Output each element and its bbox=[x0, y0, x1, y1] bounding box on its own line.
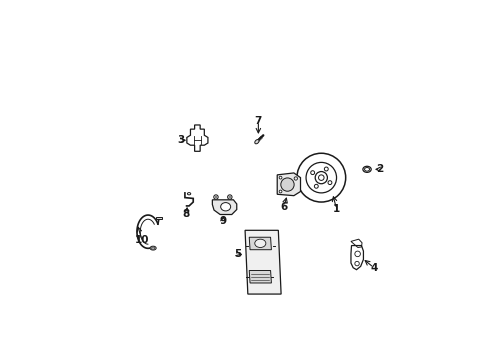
Circle shape bbox=[354, 251, 360, 257]
Ellipse shape bbox=[254, 140, 259, 144]
Text: 3: 3 bbox=[177, 135, 184, 145]
Polygon shape bbox=[277, 173, 300, 195]
Circle shape bbox=[354, 261, 359, 266]
Circle shape bbox=[280, 178, 293, 191]
Polygon shape bbox=[212, 200, 236, 215]
Text: 4: 4 bbox=[369, 263, 377, 273]
Polygon shape bbox=[249, 237, 271, 250]
Text: 7: 7 bbox=[254, 116, 262, 126]
Circle shape bbox=[327, 181, 331, 185]
Ellipse shape bbox=[220, 203, 230, 211]
Text: 2: 2 bbox=[376, 164, 383, 174]
Circle shape bbox=[324, 167, 327, 171]
Circle shape bbox=[215, 196, 216, 198]
Ellipse shape bbox=[254, 239, 265, 247]
Text: 10: 10 bbox=[134, 235, 149, 245]
Text: 1: 1 bbox=[332, 204, 340, 214]
Circle shape bbox=[310, 171, 314, 175]
Circle shape bbox=[318, 175, 324, 180]
Ellipse shape bbox=[150, 246, 156, 250]
Bar bbox=[156, 217, 162, 219]
Polygon shape bbox=[244, 230, 281, 294]
Text: 8: 8 bbox=[183, 209, 189, 219]
Text: 6: 6 bbox=[280, 202, 287, 212]
Circle shape bbox=[213, 195, 218, 199]
Circle shape bbox=[314, 184, 318, 188]
Text: 5: 5 bbox=[234, 249, 241, 259]
Text: 9: 9 bbox=[219, 216, 226, 226]
Circle shape bbox=[227, 195, 232, 199]
Polygon shape bbox=[249, 270, 271, 283]
Circle shape bbox=[279, 176, 282, 179]
Circle shape bbox=[228, 196, 230, 198]
Circle shape bbox=[279, 190, 282, 193]
